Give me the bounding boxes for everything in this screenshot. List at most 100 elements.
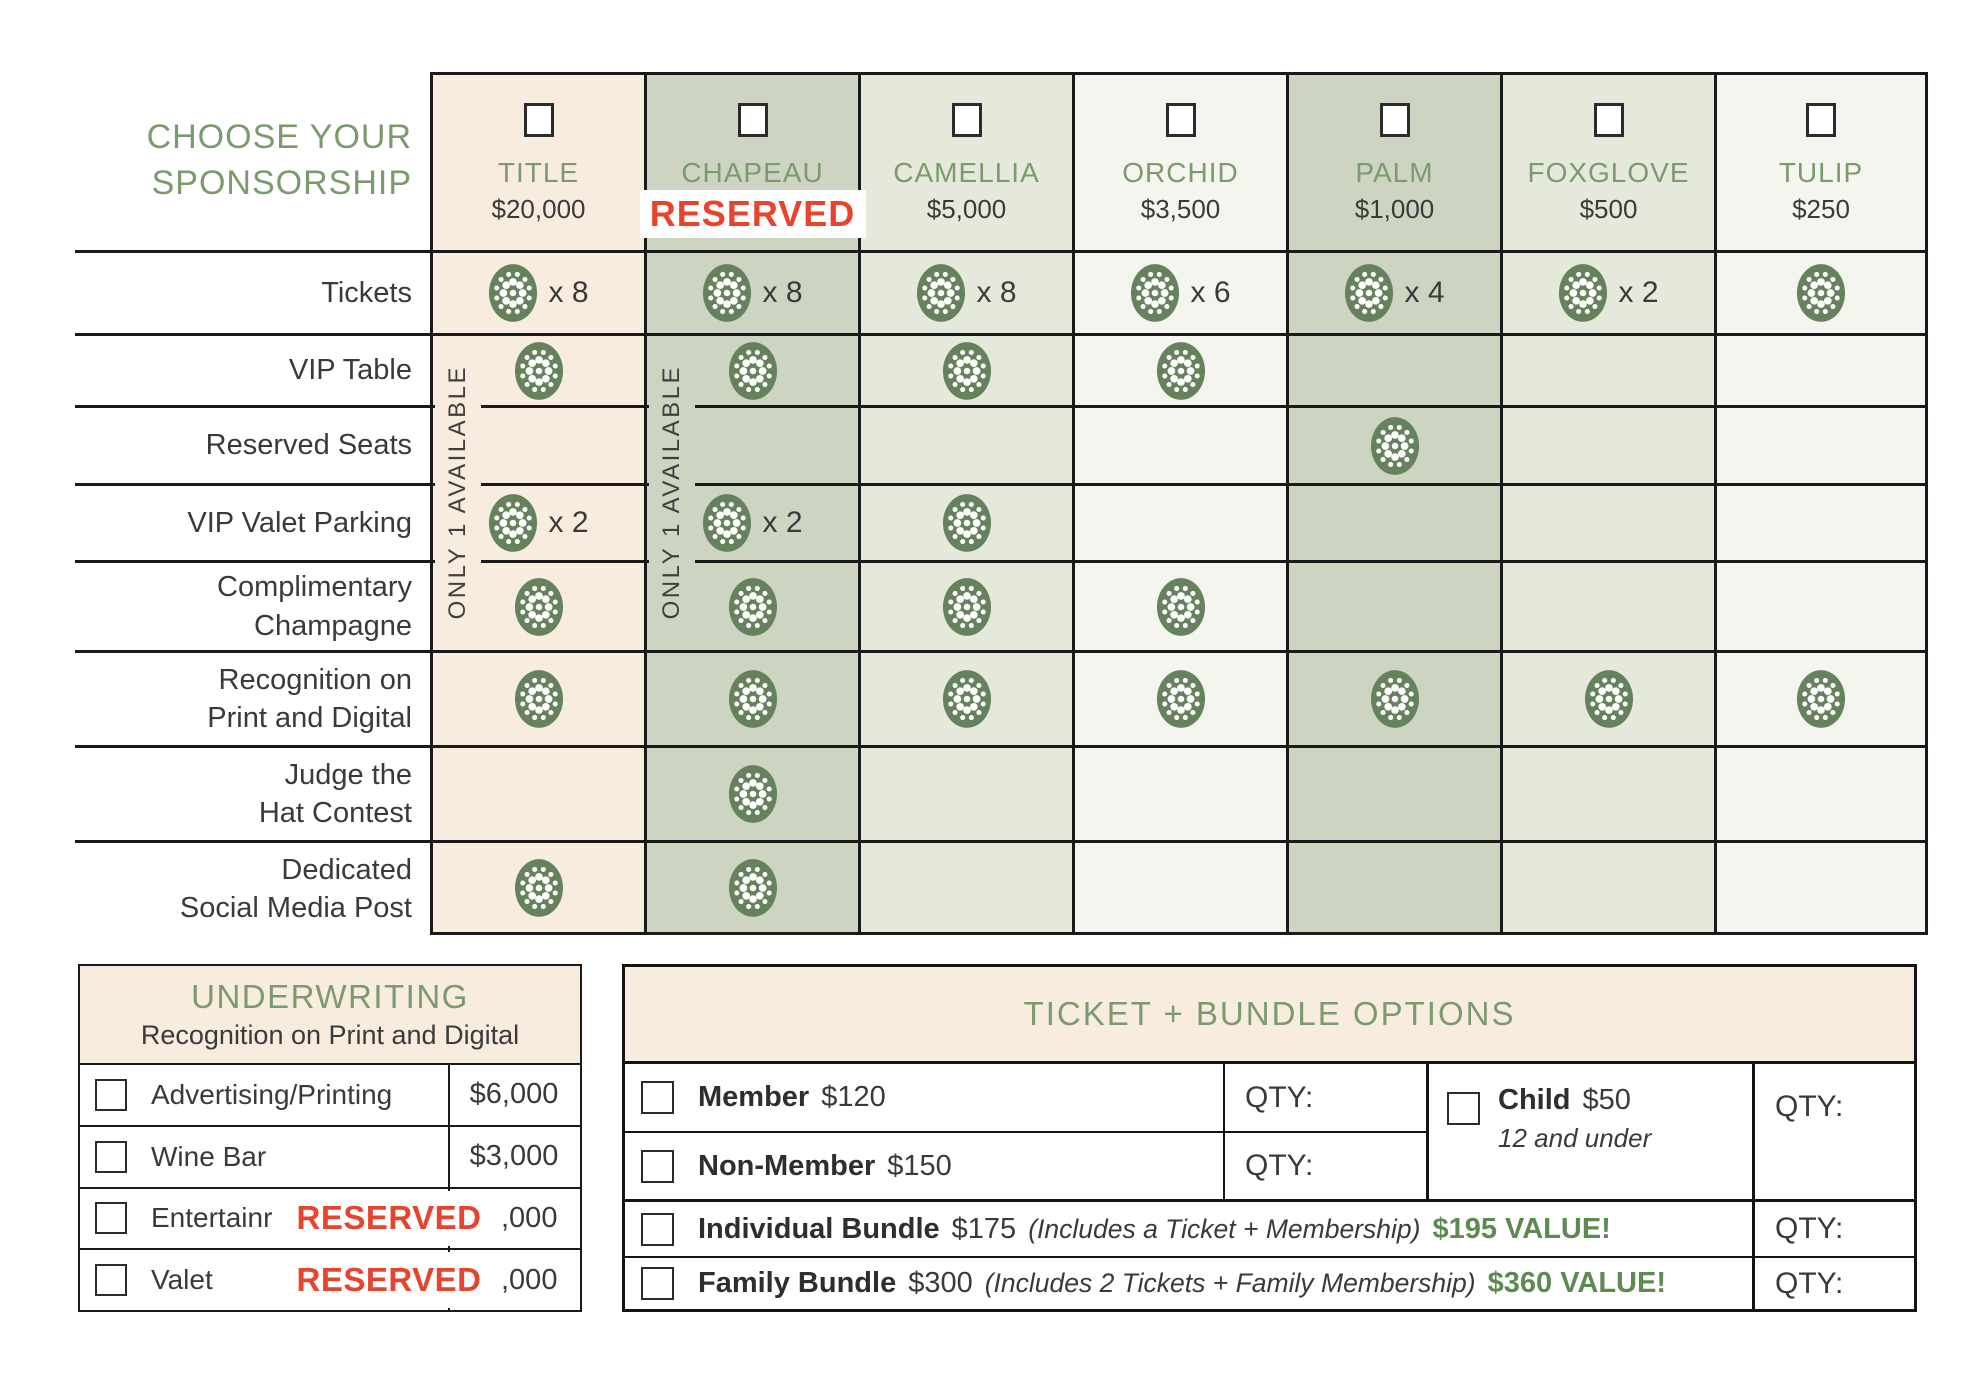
benefit-cell-tickets-title: x 8	[430, 250, 644, 333]
family-bundle-value: $360 VALUE!	[1487, 1267, 1666, 1299]
column-name: ORCHID	[1122, 157, 1239, 188]
quantity-multiplier: x 8	[548, 276, 589, 309]
benefit-cell-judge-the-hat-contest-chapeau	[644, 745, 858, 840]
palm-checkbox[interactable]	[1379, 103, 1410, 137]
row-label-vip-valet-parking: VIP Valet Parking	[75, 483, 430, 560]
individual-bundle-row: Individual Bundle $175 (Includes a Ticke…	[625, 1202, 1752, 1258]
benefit-cell-complimentary-champagne-orchid	[1072, 560, 1286, 650]
underwriting-row-valet: Valet RESERVED ,000	[80, 1250, 580, 1310]
benefit-cell-recognition-on-print-and-digital-chapeau	[644, 650, 858, 745]
row-label-judge-the-hat-contest: Judge the Hat Contest	[75, 745, 430, 840]
non-member-checkbox[interactable]	[641, 1149, 674, 1183]
benefit-cell-judge-the-hat-contest-foxglove	[1500, 745, 1714, 840]
underwriting-box: UNDERWRITING Recognition on Print and Di…	[78, 964, 582, 1312]
flower-icon	[728, 764, 778, 824]
qty-label: QTY:	[1775, 1212, 1844, 1245]
child-checkbox[interactable]	[1447, 1092, 1480, 1125]
only-one-available-ribbon-title: ONLY 1 AVAILABLE	[435, 337, 481, 647]
row-label-line: Champagne	[254, 609, 412, 642]
member-qty-field[interactable]: QTY:	[1223, 1064, 1426, 1133]
family-bundle-label: Family Bundle	[698, 1267, 897, 1299]
column-price: $20,000	[491, 194, 586, 224]
quantity-multiplier: x 8	[762, 276, 803, 309]
family-bundle-includes: (Includes 2 Tickets + Family Membership)	[984, 1268, 1476, 1298]
row-label-vip-table: VIP Table	[75, 333, 430, 405]
benefit-cell-tickets-palm: x 4	[1286, 250, 1500, 333]
row-label-line: Complimentary	[217, 571, 412, 604]
individual-bundle-qty-field[interactable]: QTY:	[1752, 1202, 1914, 1258]
column-name: CHAPEAU	[681, 157, 824, 188]
column-header-orchid: ORCHID $3,500	[1072, 72, 1286, 250]
column-header-title: TITLE $20,000	[430, 72, 644, 250]
advertising-label: Advertising/Printing	[151, 1078, 393, 1110]
row-label-line: VIP Valet Parking	[187, 506, 412, 539]
column-name: CAMELLIA	[893, 157, 1040, 188]
valet-price-fragment: ,000	[501, 1263, 558, 1296]
row-label-line: Dedicated	[281, 853, 412, 886]
foxglove-checkbox[interactable]	[1593, 103, 1624, 137]
child-age-note: 12 and under	[1498, 1123, 1652, 1153]
family-bundle-checkbox[interactable]	[641, 1267, 674, 1300]
quantity-multiplier: x 8	[976, 276, 1017, 309]
member-row: Member $120	[625, 1064, 1223, 1133]
ticket-bundle-title: TICKET + BUNDLE OPTIONS	[1023, 995, 1516, 1032]
benefit-cell-judge-the-hat-contest-orchid	[1072, 745, 1286, 840]
quantity-multiplier: x 6	[1190, 276, 1231, 309]
row-label-recognition-on-print-and-digital: Recognition on Print and Digital	[75, 650, 430, 745]
column-price: $1,000	[1354, 194, 1435, 224]
camellia-checkbox[interactable]	[951, 103, 982, 137]
wine-bar-label: Wine Bar	[151, 1140, 267, 1172]
advertising-checkbox[interactable]	[95, 1078, 127, 1111]
table-title: CHOOSE YOUR SPONSORSHIP	[75, 72, 430, 250]
row-label-line: Recognition on	[218, 663, 412, 696]
ticket-bundle-box: TICKET + BUNDLE OPTIONS Member $120 QTY:…	[622, 964, 1917, 1312]
underwriting-row-wine-bar: Wine Bar $3,000	[80, 1127, 580, 1189]
benefit-cell-recognition-on-print-and-digital-camellia	[858, 650, 1072, 745]
benefit-cell-tickets-foxglove: x 2	[1500, 250, 1714, 333]
benefit-cell-dedicated-social-media-post-camellia	[858, 840, 1072, 935]
column-price: $3,500	[1140, 194, 1221, 224]
child-qty-field[interactable]: QTY:	[1752, 1064, 1914, 1202]
child-row: Child $50 12 and under	[1426, 1064, 1752, 1202]
column-header-palm: PALM $1,000	[1286, 72, 1500, 250]
flower-icon	[728, 669, 778, 729]
flower-icon	[1370, 669, 1420, 729]
reserved-badge: RESERVED	[639, 190, 866, 238]
row-label-tickets: Tickets	[75, 250, 430, 333]
individual-bundle-checkbox[interactable]	[641, 1212, 674, 1246]
orchid-checkbox[interactable]	[1165, 103, 1196, 137]
benefit-cell-judge-the-hat-contest-title	[430, 745, 644, 840]
flower-icon	[488, 493, 538, 553]
flower-icon	[488, 263, 538, 323]
flower-icon	[702, 263, 752, 323]
member-price: $120	[821, 1081, 886, 1113]
family-bundle-qty-field[interactable]: QTY:	[1752, 1258, 1914, 1309]
row-label-reserved-seats: Reserved Seats	[75, 405, 430, 483]
non-member-qty-field[interactable]: QTY:	[1223, 1133, 1426, 1202]
benefit-cell-complimentary-champagne-tulip	[1714, 560, 1928, 650]
member-checkbox[interactable]	[641, 1081, 674, 1114]
row-label-line: Judge the	[284, 758, 412, 791]
non-member-row: Non-Member $150	[625, 1133, 1223, 1202]
family-bundle-price: $300	[908, 1267, 973, 1299]
row-label-line: VIP Table	[288, 354, 412, 387]
valet-checkbox[interactable]	[95, 1264, 127, 1297]
benefit-cell-dedicated-social-media-post-chapeau	[644, 840, 858, 935]
benefit-cell-recognition-on-print-and-digital-title	[430, 650, 644, 745]
wine-bar-checkbox[interactable]	[95, 1140, 127, 1173]
flower-icon	[1156, 341, 1206, 401]
flower-icon	[942, 493, 992, 553]
benefit-cell-vip-table-foxglove	[1500, 333, 1714, 405]
benefit-cell-reserved-seats-tulip	[1714, 405, 1928, 483]
title-checkbox[interactable]	[523, 103, 554, 137]
tulip-checkbox[interactable]	[1806, 103, 1836, 137]
underwriting-row-advertising: Advertising/Printing $6,000	[80, 1065, 580, 1127]
row-label-line: Hat Contest	[258, 797, 412, 829]
flower-icon	[942, 577, 992, 637]
entertainment-checkbox[interactable]	[95, 1202, 127, 1235]
benefit-cell-dedicated-social-media-post-foxglove	[1500, 840, 1714, 935]
chapeau-checkbox[interactable]	[737, 103, 768, 137]
row-label-line: Reserved Seats	[205, 429, 412, 462]
benefit-cell-recognition-on-print-and-digital-foxglove	[1500, 650, 1714, 745]
